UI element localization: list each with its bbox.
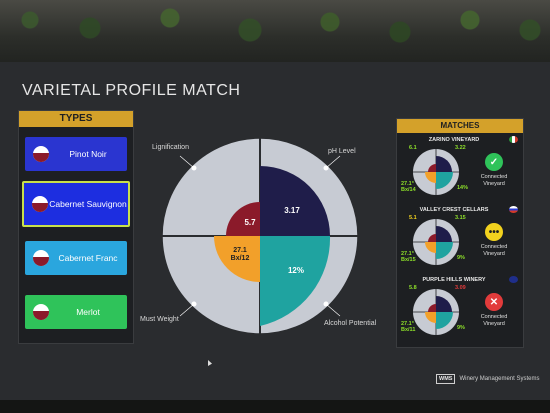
flag-icon <box>509 206 518 213</box>
match-entry[interactable]: PURPLE HILLS WINERY 5.8 3.09 27.1° Bx/11 9% ✕… <box>399 276 521 343</box>
dots-icon: ••• <box>485 223 503 241</box>
mini-profile-chart <box>413 149 459 195</box>
type-label: Pinot Noir <box>69 149 107 159</box>
must-weight-label: Must Weight <box>140 316 179 323</box>
mini-profile-chart <box>413 289 459 335</box>
matches-header: MATCHES <box>397 119 523 133</box>
wine-glass-icon <box>33 250 49 266</box>
mouse-cursor <box>208 360 212 366</box>
match-name: PURPLE HILLS WINERY <box>422 277 486 283</box>
types-header: TYPES <box>19 111 133 127</box>
wine-glass-icon <box>32 196 48 212</box>
type-label: Cabernet Sauvignon <box>49 199 127 209</box>
check-icon: ✓ <box>485 153 503 171</box>
match-name: VALLEY CREST CELLARS <box>419 207 489 213</box>
alcohol-wedge <box>260 236 331 326</box>
match-value-bl: 27.1° Bx/15 <box>401 251 416 263</box>
match-value-tr: 3.22 <box>455 145 466 151</box>
brand-name: Winery Management Systems <box>459 376 540 382</box>
mini-profile-chart <box>413 219 459 265</box>
alcohol-value: 12% <box>288 266 304 275</box>
must-weight-value-line: 27.1 <box>233 247 247 254</box>
wine-glass-icon <box>33 146 49 162</box>
match-value-tr: 3.09 <box>455 285 466 291</box>
type-button-cabernet-franc[interactable]: Cabernet Franc <box>25 241 127 275</box>
wine-glass-icon <box>33 304 49 320</box>
status-text: Connected Vineyard <box>480 244 508 257</box>
match-value-br: 9% <box>457 325 465 331</box>
match-value-tr: 3.15 <box>455 215 466 221</box>
status-text: Connected Vineyard <box>480 174 508 187</box>
ph-value: 3.17 <box>284 206 300 215</box>
profile-chart-svg: 5.7 3.17 27.1 Bx/12 12% <box>161 137 359 335</box>
match-value-br: 9% <box>457 255 465 261</box>
matches-panel: MATCHES ZARINO VINEYARD 6.1 3.22 27.1° Bx/1… <box>396 118 524 348</box>
match-value-br: 14% <box>457 185 469 191</box>
types-panel: TYPES Pinot Noir Cabernet Sauvignon Cabe… <box>18 110 134 344</box>
match-entry[interactable]: ZARINO VINEYARD 6.1 3.22 27.1° Bx/14 14% ✓ Con… <box>399 136 521 203</box>
match-value-bl: 27.1° Bx/11 <box>401 321 416 333</box>
lignification-value: 5.7 <box>244 218 256 227</box>
match-value-tl: 5.8 <box>409 285 417 291</box>
alcohol-potential-label: Alcohol Potential <box>324 320 377 327</box>
match-value-bl: 27.1° Bx/14 <box>401 181 416 193</box>
match-name: ZARINO VINEYARD <box>428 137 480 143</box>
ph-level-label: pH Level <box>328 148 356 155</box>
type-button-cabernet-sauvignon[interactable]: Cabernet Sauvignon <box>22 181 130 227</box>
x-icon: ✕ <box>485 293 503 311</box>
foliage-decoration <box>0 0 550 48</box>
brand-footer: WMS Winery Management Systems <box>436 374 539 384</box>
status-text: Connected Vineyard <box>480 314 508 327</box>
must-weight-value: 27.1 Bx/12 <box>231 247 250 262</box>
page-title: VARIETAL PROFILE MATCH <box>22 82 241 99</box>
type-button-merlot[interactable]: Merlot <box>25 295 127 329</box>
lignification-wedge <box>226 202 260 236</box>
brand-logo: WMS <box>436 374 456 384</box>
must-wedge <box>214 236 260 282</box>
lignification-label: Lignification <box>152 144 189 151</box>
match-value-tl: 6.1 <box>409 145 417 151</box>
type-label: Merlot <box>76 307 100 317</box>
flag-icon <box>509 276 518 283</box>
match-value-tl: 5.1 <box>409 215 417 221</box>
type-button-pinot-noir[interactable]: Pinot Noir <box>25 137 127 171</box>
flag-icon <box>509 136 518 143</box>
must-weight-value-line: Bx/12 <box>231 255 250 262</box>
match-entry[interactable]: VALLEY CREST CELLARS 5.1 3.15 27.1° Bx/15 9%… <box>399 206 521 273</box>
ph-wedge <box>260 166 330 236</box>
type-label: Cabernet Franc <box>58 253 118 263</box>
profile-chart: 5.7 3.17 27.1 Bx/12 12% Lignification pH … <box>140 130 380 350</box>
floor <box>0 400 550 413</box>
